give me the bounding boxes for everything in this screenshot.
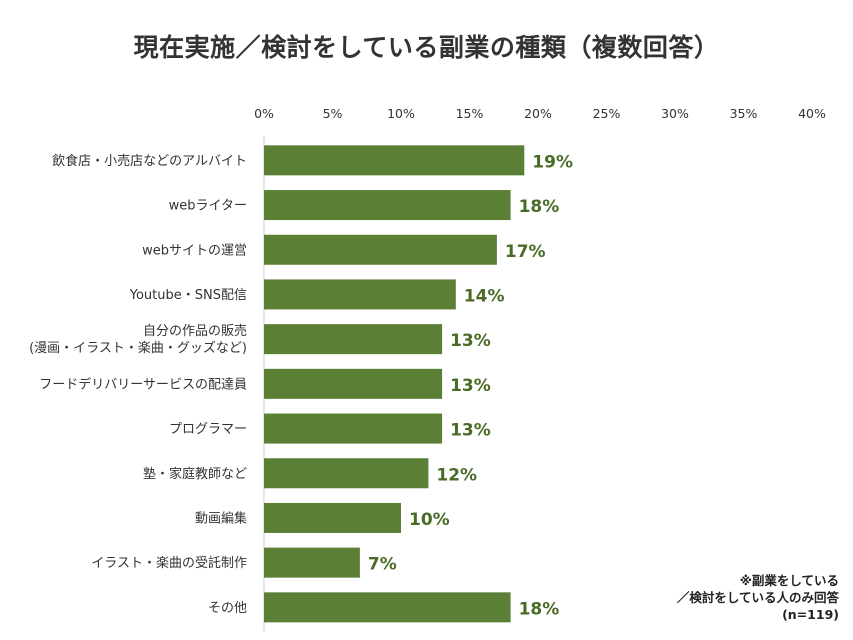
category-label: webサイトの運営: [142, 243, 247, 258]
value-label: 7%: [368, 555, 397, 575]
note-line-2: ／検討をしている人のみ回答: [676, 590, 839, 605]
bar: [264, 592, 511, 623]
category-label: webライター: [169, 199, 247, 214]
value-label: 19%: [532, 152, 573, 172]
x-tick-label: 15%: [456, 106, 484, 121]
category-label: 塾・家庭教師など: [143, 466, 247, 482]
category-label: Youtube・SNS配信: [129, 288, 247, 303]
chart-title: 現在実施／検討をしている副業の種類（複数回答）: [133, 33, 720, 62]
bar: [264, 368, 443, 399]
x-tick-label: 35%: [730, 106, 758, 121]
bar: [264, 502, 401, 533]
category-label: プログラマー: [169, 422, 247, 437]
value-label: 13%: [450, 421, 491, 441]
bar: [264, 234, 497, 265]
value-label: 12%: [436, 465, 477, 485]
category-label: 自分の作品の販売: [143, 323, 247, 339]
category-label: その他: [208, 601, 247, 616]
value-label: 18%: [519, 599, 560, 619]
category-label: 飲食店・小売店などのアルバイト: [52, 153, 247, 169]
value-label: 10%: [409, 510, 450, 530]
x-tick-label: 20%: [524, 106, 552, 121]
bar: [264, 190, 511, 221]
value-label: 13%: [450, 376, 491, 396]
category-label: イラスト・楽曲の受託制作: [91, 555, 247, 571]
bar: [264, 458, 429, 489]
category-label: フードデリバリーサービスの配達員: [39, 376, 247, 392]
value-label: 17%: [505, 242, 546, 262]
x-tick-label: 0%: [254, 106, 274, 121]
bar: [264, 324, 443, 355]
bar: [264, 413, 443, 444]
value-label: 18%: [519, 197, 560, 217]
x-tick-label: 40%: [798, 106, 826, 121]
x-tick-label: 10%: [387, 106, 415, 121]
value-label: 14%: [464, 286, 505, 306]
survey-note: ※副業をしている ／検討をしている人のみ回答 (n=119): [677, 572, 839, 623]
bar: [264, 547, 360, 578]
note-line-1: ※副業をしている: [739, 573, 839, 588]
category-label: (漫画・イラスト・楽曲・グッズなど): [29, 340, 247, 356]
x-tick-label: 25%: [593, 106, 621, 121]
category-label: 動画編集: [195, 510, 247, 526]
x-tick-label: 30%: [661, 106, 689, 121]
bar: [264, 279, 456, 310]
note-line-3: (n=119): [782, 607, 839, 622]
bar: [264, 145, 525, 176]
value-label: 13%: [450, 331, 491, 351]
x-tick-label: 5%: [323, 106, 343, 121]
